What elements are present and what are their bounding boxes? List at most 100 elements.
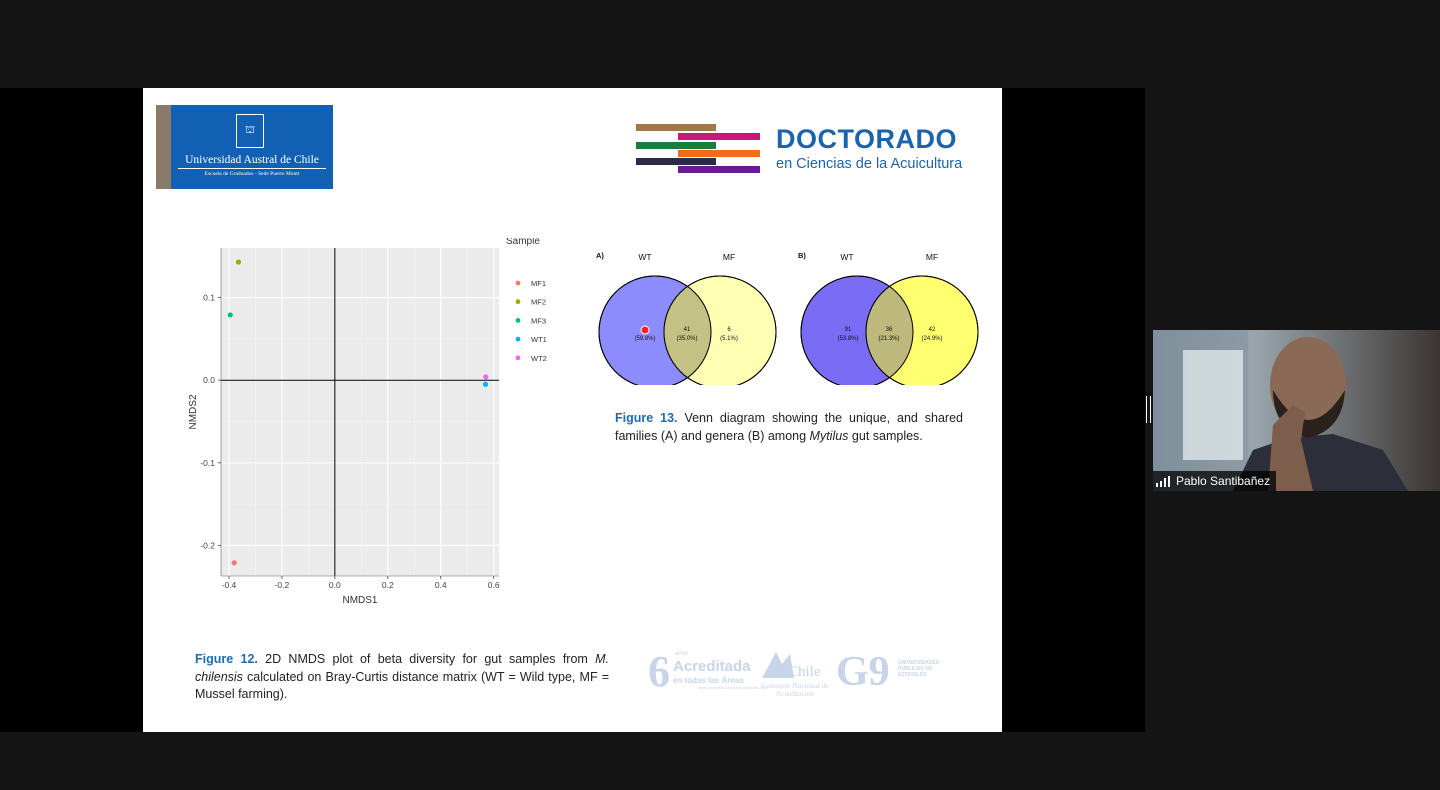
legend-label-mf1: MF1 xyxy=(531,279,546,288)
participant-name: Pablo Santibañez xyxy=(1176,474,1271,488)
cna-mark-icon xyxy=(762,652,794,678)
cna-chile: Chile xyxy=(788,664,821,680)
figure-13-text: Venn diagram showing the unique, and sha… xyxy=(615,411,963,443)
data-point-mf3 xyxy=(227,312,233,318)
g9-text: UNIVERSIDADES PÚBLICAS NO ESTATALES xyxy=(898,660,940,678)
y-tick-label: -0.2 xyxy=(200,540,215,550)
accreditation-years: 6 xyxy=(648,647,670,696)
venn-b-wt-pct: (53.8%) xyxy=(837,336,858,342)
legend-label-wt2: WT2 xyxy=(531,354,547,363)
accreditation-areas: en todas las Áreas xyxy=(673,676,744,685)
venn-b-wt-label: WT xyxy=(840,252,853,262)
university-name: Universidad Austral de Chile xyxy=(185,154,319,166)
g9-logo: G9 xyxy=(836,649,890,695)
data-point-wt1 xyxy=(482,381,489,387)
venn-a-mf-count: 6 xyxy=(727,327,731,333)
logo-bar xyxy=(678,150,760,157)
accreditation-logos: 6 años Acreditada en todas las Áreas des… xyxy=(648,646,948,698)
window-light xyxy=(1183,350,1243,460)
x-tick-label: 0.6 xyxy=(488,580,500,590)
y-tick-label: 0.1 xyxy=(203,293,215,303)
venn-b-shared-count: 36 xyxy=(886,327,893,333)
venn-diagrams: A) WT MF 70 (59.8%) 41 (35.0%) 6 (5.1%) … xyxy=(596,251,979,385)
figure-12-label: Figure 12. xyxy=(195,652,258,666)
doctorado-logo: DOCTORADO en Ciencias de la Acuicultura xyxy=(636,124,976,176)
venn-b-mf-pct: (24.9%) xyxy=(921,336,942,342)
x-tick-label: -0.2 xyxy=(275,580,290,590)
legend-key-mf1 xyxy=(515,280,521,286)
venn-b-shared-pct: (21.3%) xyxy=(878,336,899,342)
x-tick-label: 0.0 xyxy=(329,580,341,590)
venn-a-wt-outline xyxy=(598,275,712,385)
logo-bar xyxy=(636,158,716,165)
venn-a-mf-pct: (5.1%) xyxy=(720,336,738,342)
legend-key-mf2 xyxy=(515,299,521,305)
legend-label-mf2: MF2 xyxy=(531,298,546,307)
resize-handle[interactable] xyxy=(1146,396,1151,423)
logo-bar xyxy=(636,124,716,131)
x-axis-label: NMDS1 xyxy=(342,595,377,606)
figure-12-text: 2D NMDS plot of beta diversity for gut s… xyxy=(257,652,596,666)
doctorado-subtitle: en Ciencias de la Acuicultura xyxy=(776,156,963,172)
laser-pointer xyxy=(640,325,650,335)
venn-a-wt-pct: (59.8%) xyxy=(634,336,655,342)
venn-b-wt-outline xyxy=(800,275,914,385)
venn-a-overlap xyxy=(664,276,711,385)
y-tick-label: 0.0 xyxy=(203,375,215,385)
data-point-wt2 xyxy=(483,374,489,380)
figure-12-text-end: calculated on Bray-Curtis distance matri… xyxy=(195,669,609,702)
venn-b-wt-count: 91 xyxy=(845,327,852,333)
venn-a-shared-pct: (35.0%) xyxy=(676,336,697,342)
doctorado-title: DOCTORADO xyxy=(776,124,958,154)
university-subtitle: Escuela de Graduados - Sede Puerto Montt xyxy=(204,171,300,177)
legend-title: Sample xyxy=(506,238,540,247)
data-point-mf2 xyxy=(235,259,242,265)
x-tick-label: 0.2 xyxy=(382,580,394,590)
logo-bar xyxy=(636,142,716,149)
accreditation-period: desde diciembre 2020 hasta diciembre 202… xyxy=(698,686,767,690)
figure-13-text-end: gut samples. xyxy=(848,428,923,443)
participant-name-tag: Pablo Santibañez xyxy=(1153,471,1277,491)
cna-text: Comisión Nacional de Acreditación xyxy=(761,681,829,698)
presentation-slide: ⛫ Universidad Austral de Chile Escuela d… xyxy=(143,88,1002,732)
venn-a-mf-outline xyxy=(663,275,777,385)
university-crest-icon: ⛫ xyxy=(236,114,264,148)
participant-video[interactable]: Pablo Santibañez xyxy=(1153,330,1440,491)
venn-a-tag: A) xyxy=(596,251,604,260)
accreditation-anos: años xyxy=(675,651,689,657)
figure-12-caption: Figure 12. 2D NMDS plot of beta diversit… xyxy=(195,651,609,704)
legend-key-mf3 xyxy=(515,318,521,323)
participant-video-feed xyxy=(1153,330,1440,491)
venn-b-mf-outline xyxy=(865,275,979,385)
connection-signal-icon xyxy=(1156,475,1170,487)
y-axis-label: NMDS2 xyxy=(188,394,199,429)
figure-13-italic: Mytilus xyxy=(809,428,849,443)
x-tick-label: -0.4 xyxy=(222,580,237,590)
venn-b-tag: B) xyxy=(798,251,806,260)
nmds-scatter-plot: -0.4 -0.2 0.0 0.2 0.4 0.6 0.1 0.0 -0.1 -0.2 NMDS1… xyxy=(188,238,547,606)
venn-b-mf-label: MF xyxy=(926,252,938,262)
legend-key-wt2 xyxy=(515,355,521,361)
data-point-mf1 xyxy=(231,560,237,566)
venn-a-mf-label: MF xyxy=(723,252,735,262)
logo-rule xyxy=(178,168,326,169)
venn-panel-a: A) WT MF 70 (59.8%) 41 (35.0%) 6 (5.1%) xyxy=(596,251,777,385)
accreditation-label: Acreditada xyxy=(673,658,751,675)
venn-b-overlap xyxy=(866,276,913,385)
logo-bar xyxy=(678,133,760,140)
figure-12-italic: M. chilensis xyxy=(195,652,610,684)
person-hand xyxy=(1268,405,1313,491)
venn-a-shared-count: 41 xyxy=(684,327,691,333)
figure-13-caption: Figure 13. Venn diagram showing the uniq… xyxy=(615,410,963,445)
legend-label-wt1: WT1 xyxy=(531,335,547,344)
legend-label-mf3: MF3 xyxy=(531,316,546,325)
logo-side-strip xyxy=(156,105,171,189)
figure-13-label: Figure 13. xyxy=(615,411,678,425)
legend-key-wt1 xyxy=(515,336,521,342)
logo-bar xyxy=(678,166,760,173)
y-tick-label: -0.1 xyxy=(200,458,215,468)
plot-panel xyxy=(221,248,499,576)
x-tick-label: 0.4 xyxy=(435,580,447,590)
venn-panel-b: B) WT MF 91 (53.8%) 36 (21.3%) 42 (24.9%… xyxy=(798,251,979,385)
venn-a-wt-label: WT xyxy=(638,252,651,262)
